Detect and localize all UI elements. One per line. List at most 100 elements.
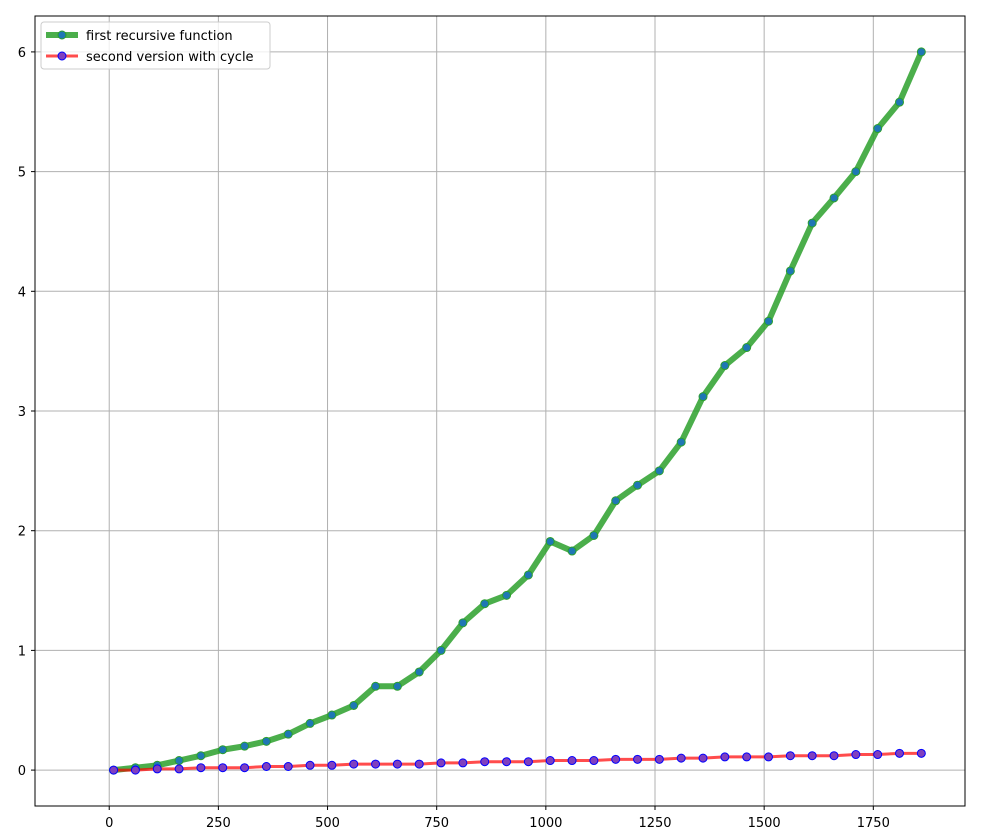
data-point [916,748,926,758]
data-point [807,751,817,761]
data-point [764,752,774,762]
axis-ticks: 0 250 500 750 1000 1250 1500 1750 0 1 2 3 4 5 6 [18,46,890,831]
x-tick-label: 0 [105,816,113,831]
data-point [218,763,228,773]
data-point [545,756,555,766]
data-point [742,343,752,353]
data-point [676,437,686,447]
data-point [873,750,883,760]
data-point [633,754,643,764]
data-point [283,729,293,739]
data-point [611,496,621,506]
data-point [873,124,883,134]
data-point [414,667,424,677]
legend-entry: first recursive function [46,29,233,44]
data-point [392,759,402,769]
data-point [349,700,359,710]
data-point [545,536,555,546]
data-point [829,193,839,203]
data-point [764,316,774,326]
grid-lines [35,16,965,806]
series-layer [109,47,926,775]
data-point [829,751,839,761]
data-point [720,752,730,762]
data-point [327,710,337,720]
data-point [130,765,140,775]
data-point [523,570,533,580]
legend: first recursive function second version w… [40,21,271,70]
y-tick-label: 0 [18,764,26,779]
data-point [174,756,184,766]
series-1 [109,47,926,775]
y-tick-label: 2 [18,525,26,540]
data-point [589,756,599,766]
x-tick-label: 250 [206,816,231,831]
data-point [851,167,861,177]
data-point [305,718,315,728]
legend-entry: second version with cycle [46,50,254,65]
data-point [414,759,424,769]
legend-marker [57,30,67,40]
data-point [895,97,905,107]
data-point [676,753,686,763]
y-tick-label: 1 [18,644,26,659]
data-point [174,764,184,774]
data-point [109,765,119,775]
data-point [458,618,468,628]
y-tick-label: 6 [18,46,26,61]
data-point [742,752,752,762]
data-point [196,763,206,773]
legend-marker [57,51,67,61]
data-point [698,392,708,402]
data-point [785,266,795,276]
data-point [851,750,861,760]
data-point [371,759,381,769]
data-point [371,681,381,691]
x-tick-label: 500 [315,816,340,831]
data-point [611,754,621,764]
data-point [502,590,512,600]
data-point [458,758,468,768]
data-point [523,757,533,767]
data-point [240,741,250,751]
data-point [349,759,359,769]
data-point [589,530,599,540]
series-2 [109,748,926,775]
data-point [392,681,402,691]
data-point [916,47,926,57]
data-point [152,764,162,774]
x-tick-label: 1250 [638,816,671,831]
data-point [196,751,206,761]
legend-box [40,21,271,70]
data-point [502,757,512,767]
y-tick-label: 5 [18,166,26,181]
data-point [480,757,490,767]
data-point [698,753,708,763]
data-point [240,763,250,773]
data-point [633,480,643,490]
data-point [218,745,228,755]
data-point [480,599,490,609]
data-point [807,218,817,228]
x-tick-label: 1500 [748,816,781,831]
x-tick-label: 1750 [857,816,890,831]
data-point [261,736,271,746]
data-point [654,754,664,764]
x-tick-label: 750 [424,816,449,831]
data-point [567,756,577,766]
data-point [720,361,730,371]
data-point [283,762,293,771]
x-tick-label: 1000 [529,816,562,831]
data-point [436,758,446,768]
data-point [436,645,446,655]
data-point [785,751,795,761]
data-point [261,762,271,771]
legend-label: second version with cycle [86,50,254,65]
data-point [305,760,315,770]
y-tick-label: 4 [18,285,26,300]
y-tick-label: 3 [18,405,26,420]
data-point [654,466,664,476]
data-point [895,748,905,758]
legend-label: first recursive function [86,29,233,44]
